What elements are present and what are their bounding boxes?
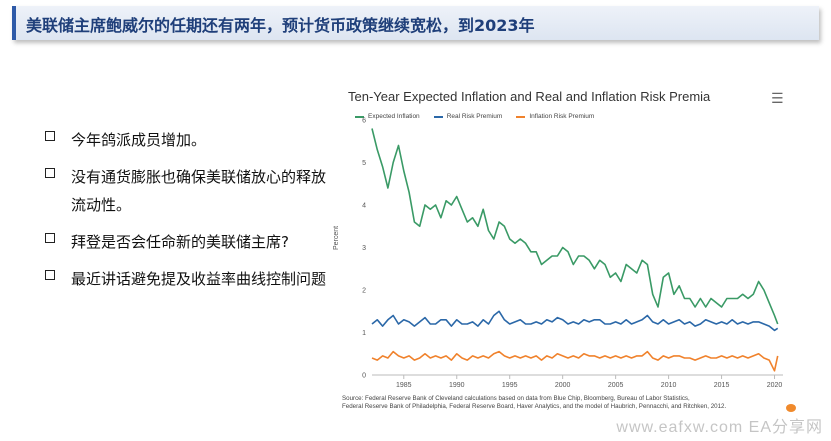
legend-label: Real Risk Premium (446, 113, 503, 120)
legend-swatch (433, 115, 443, 118)
slide-header: 美联储主席鲍威尔的任期还有两年，预计货币政策继续宽松，到2023年 (12, 6, 819, 40)
hamburger-menu-icon[interactable]: ☰ (771, 90, 784, 106)
y-tick-label: 4 (362, 203, 366, 210)
x-tick-label: 2015 (714, 382, 730, 389)
bullet-text: 最近讲话避免提及收益率曲线控制问题 (71, 270, 327, 288)
checkbox-bullet-icon (45, 168, 55, 178)
x-tick-label: 1985 (396, 382, 412, 389)
watermark: www.eafxw.com EA分享网 (616, 419, 823, 436)
legend-item[interactable]: Real Risk Premium (433, 113, 503, 120)
x-tick-label: 2020 (767, 382, 783, 389)
bullet-item: 拜登是否会任命新的美联储主席? (45, 228, 330, 256)
bullet-item: 今年鸽派成员增加。 (45, 126, 330, 154)
source-line: Federal Reserve Bank of Philadelphia, Fe… (342, 403, 727, 410)
checkbox-bullet-icon (45, 131, 55, 141)
checkbox-bullet-icon (45, 233, 55, 243)
watermark-logo-icon (786, 404, 796, 412)
y-tick-label: 6 (362, 118, 366, 125)
chart-container: Ten-Year Expected Inflation and Real and… (333, 80, 795, 420)
bullet-list: 今年鸽派成员增加。 没有通货膨胀也确保美联储放心的释放流动性。 拜登是否会任命新… (45, 126, 330, 302)
x-tick-label: 1995 (502, 382, 518, 389)
legend-item[interactable]: Expected Inflation (355, 113, 420, 120)
legend-item[interactable]: Inflation Risk Premium (516, 113, 594, 120)
legend-label: Expected Inflation (368, 113, 420, 120)
bullet-item: 没有通货膨胀也确保美联储放心的释放流动性。 (45, 163, 330, 219)
x-tick-label: 2005 (608, 382, 624, 389)
series-line (371, 310, 779, 332)
bullet-text: 拜登是否会任命新的美联储主席? (71, 233, 289, 251)
y-tick-label: 1 (362, 330, 366, 337)
slide-title: 美联储主席鲍威尔的任期还有两年，预计货币政策继续宽松，到2023年 (26, 16, 535, 35)
series-line (371, 350, 779, 372)
legend-swatch (355, 115, 364, 118)
chart-title: Ten-Year Expected Inflation and Real and… (348, 89, 711, 104)
x-tick-label: 2010 (661, 382, 677, 389)
checkbox-bullet-icon (45, 270, 55, 280)
chart-source: Source: Federal Reserve Bank of Clevelan… (342, 395, 726, 411)
legend-swatch (516, 115, 526, 118)
chart-legend: Expected Inflation Real Risk Premium Inf… (355, 113, 594, 120)
source-line: Source: Federal Reserve Bank of Clevelan… (342, 395, 690, 402)
x-tick-label: 2000 (555, 382, 571, 389)
series-line (371, 128, 779, 325)
legend-label: Inflation Risk Premium (529, 113, 595, 120)
x-tick-label: 1990 (449, 382, 465, 389)
plot-area: 0 1 2 3 4 5 6 1985 1990 1995 2000 2005 2010 2015 2020 (362, 118, 783, 389)
bullet-text: 今年鸽派成员增加。 (71, 131, 207, 149)
y-tick-label: 3 (362, 245, 366, 252)
y-tick-label: 2 (362, 288, 366, 295)
bullet-item: 最近讲话避免提及收益率曲线控制问题 (45, 265, 330, 293)
y-tick-label: 5 (362, 160, 366, 167)
y-tick-label: 0 (362, 373, 366, 380)
bullet-text: 没有通货膨胀也确保美联储放心的释放流动性。 (71, 168, 327, 214)
